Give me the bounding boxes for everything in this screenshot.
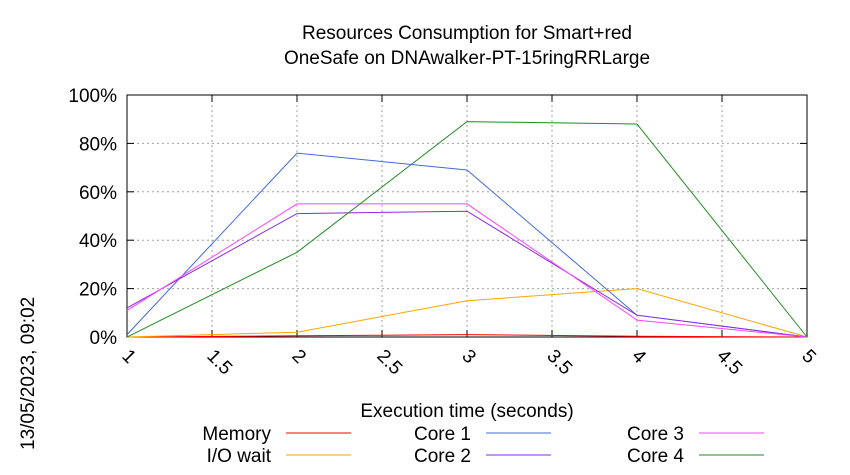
timestamp: 13/05/2023, 09:02 — [18, 297, 39, 450]
y-tick-label: 0% — [90, 328, 118, 349]
series-line-memory — [126, 334, 808, 338]
x-tick-label: 4.5 — [712, 346, 746, 380]
x-tick-label: 2 — [287, 346, 309, 368]
y-tick-label: 40% — [79, 231, 117, 252]
series-line-core-4 — [126, 121, 808, 338]
x-tick-label: 4 — [627, 346, 650, 369]
chart-title-line1: Resources Consumption for Smart+red — [302, 23, 632, 44]
legend-label: Core 4 — [627, 446, 684, 467]
y-tick-label: 100% — [68, 86, 117, 107]
series-line-core-2 — [126, 210, 808, 338]
chart-title-line2: OneSafe on DNAwalker-PT-15ringRRLarge — [284, 48, 650, 69]
x-tick-label: 3 — [457, 346, 479, 368]
series-line-i-o-wait — [126, 288, 808, 338]
y-tick-label: 60% — [79, 183, 117, 204]
x-tick-label: 3.5 — [542, 346, 576, 380]
legend-label: I/O wait — [207, 446, 272, 467]
x-tick-label: 1 — [117, 346, 139, 368]
y-tick-label: 20% — [79, 280, 117, 301]
series-line-core-3 — [126, 203, 808, 338]
legend-label: Core 2 — [414, 446, 471, 467]
x-tick-label: 2.5 — [372, 346, 406, 380]
x-axis-label: Execution time (seconds) — [360, 401, 573, 422]
x-tick-label: 5 — [797, 346, 819, 368]
legend-label: Core 1 — [414, 424, 471, 445]
series-lines — [126, 121, 808, 338]
grid — [127, 95, 807, 337]
y-axis: 0% 20% 40% 60% 80% 100% — [68, 86, 807, 349]
legend-label: Core 3 — [627, 424, 684, 445]
y-tick-label: 80% — [79, 134, 117, 155]
legend-label: Memory — [202, 424, 271, 445]
x-tick-label: 1.5 — [202, 346, 236, 380]
